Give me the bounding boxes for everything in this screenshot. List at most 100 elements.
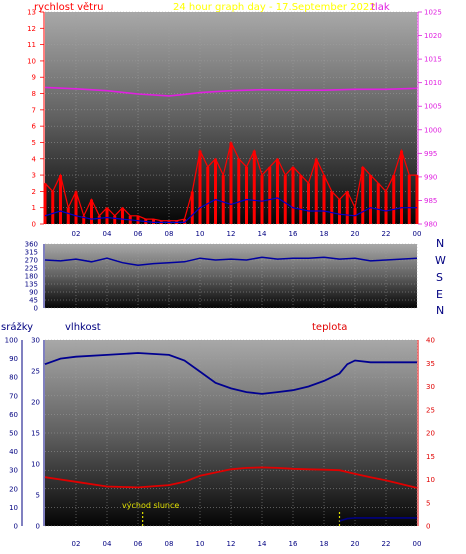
top-x-tick: 06 xyxy=(134,230,143,238)
pressure-axis-tick: 1015 xyxy=(424,56,442,64)
pressure-axis-tick: 1010 xyxy=(424,79,442,87)
pressure-axis-tick: 995 xyxy=(424,150,437,158)
direction-axis-tick: 135 xyxy=(25,281,38,289)
wind-axis-tick: 6 xyxy=(32,123,37,131)
temperature-series-line xyxy=(44,466,418,489)
direction-axis-tick: 90 xyxy=(29,289,38,297)
wind-axis-tick: 9 xyxy=(32,74,36,82)
pressure-axis-tick: 1025 xyxy=(424,9,442,17)
humidity-axis-tick: 20 xyxy=(9,485,18,493)
humidity-axis-tick: 10 xyxy=(9,504,18,512)
sunrise-label: východ slunce xyxy=(122,501,179,510)
rain-axis-tick: 30 xyxy=(31,337,40,345)
rain-label: srážky xyxy=(1,321,33,333)
wind-axis-tick: 8 xyxy=(32,90,36,98)
pressure-axis-tick: 1000 xyxy=(424,126,442,134)
pressure-axis-tick: 1020 xyxy=(424,32,442,40)
humidity-series-line xyxy=(44,352,417,395)
wind-axis-tick: 0 xyxy=(32,221,36,229)
bottom-x-tick: 20 xyxy=(351,540,360,548)
temperature-axis-tick: 0 xyxy=(426,523,430,531)
rain-series-line xyxy=(339,517,417,522)
wind-axis-tick: 11 xyxy=(27,41,36,49)
bottom-x-tick: 10 xyxy=(196,540,205,548)
wind-axis-tick: 5 xyxy=(32,139,36,147)
bottom-x-tick: 00 xyxy=(413,540,422,548)
wind-axis-tick: 2 xyxy=(32,188,36,196)
direction-series-line xyxy=(44,256,418,267)
wind-axis-tick: 7 xyxy=(32,106,36,114)
bottom-x-tick: 12 xyxy=(227,540,236,548)
rain-axis-tick: 0 xyxy=(36,523,40,531)
rain-axis-tick: 15 xyxy=(31,430,40,438)
wind-series-line xyxy=(44,140,417,222)
bottom-x-tick: 14 xyxy=(258,540,267,548)
bottom-x-tick: 04 xyxy=(103,540,112,548)
temperature-axis-tick: 30 xyxy=(426,383,435,391)
wind-axis-tick: 1 xyxy=(32,204,36,212)
compass-label-e: E xyxy=(436,288,443,301)
pressure-label: tlak xyxy=(371,2,390,13)
direction-axis-tick: 45 xyxy=(29,297,38,305)
pressure-series-line xyxy=(44,86,418,97)
direction-axis-tick: 225 xyxy=(25,265,38,273)
temperature-axis-tick: 10 xyxy=(426,476,435,484)
humidity-axis-tick: 60 xyxy=(9,411,18,419)
rain-axis-tick: 20 xyxy=(31,399,40,407)
humidity-axis-tick: 50 xyxy=(9,430,18,438)
temperature-axis-tick: 20 xyxy=(426,430,435,438)
direction-axis-tick: 270 xyxy=(25,257,38,265)
top-x-tick: 14 xyxy=(258,230,267,238)
humidity-axis-tick: 70 xyxy=(9,392,18,400)
wind-axis-tick: 10 xyxy=(27,57,36,65)
temperature-axis-tick: 35 xyxy=(426,360,435,368)
humidity-axis-tick: 0 xyxy=(14,523,18,531)
bottom-x-tick: 18 xyxy=(320,540,329,548)
rain-axis-tick: 25 xyxy=(31,368,40,376)
top-x-tick: 12 xyxy=(227,230,236,238)
bottom-x-tick: 16 xyxy=(289,540,298,548)
pressure-axis-tick: 990 xyxy=(424,173,437,181)
compass-label-n2: N xyxy=(436,304,444,317)
gust-series-line xyxy=(44,197,417,223)
direction-axis-tick: 180 xyxy=(25,273,38,281)
bottom-x-tick: 08 xyxy=(165,540,174,548)
wind-speed-label: rychlost větru xyxy=(34,1,104,13)
top-x-tick: 22 xyxy=(382,230,391,238)
temperature-axis-tick: 5 xyxy=(426,499,430,507)
humidity-axis-tick: 100 xyxy=(5,337,18,345)
compass-label-w: W xyxy=(435,254,446,267)
wind-axis-tick: 4 xyxy=(32,155,37,163)
top-x-tick: 08 xyxy=(165,230,174,238)
wind-axis-tick: 3 xyxy=(32,172,36,180)
humidity-axis-tick: 30 xyxy=(9,467,18,475)
rain-axis-tick: 5 xyxy=(36,492,40,500)
humidity-axis-tick: 90 xyxy=(9,355,18,363)
direction-axis-tick: 0 xyxy=(34,305,38,313)
wind-axis-tick: 13 xyxy=(27,9,36,17)
top-x-tick: 16 xyxy=(289,230,298,238)
top-x-tick: 04 xyxy=(103,230,112,238)
graph-title: 24 hour graph day - 17.September 2022 xyxy=(173,2,376,13)
direction-axis-tick: 360 xyxy=(25,241,38,249)
humidity-axis-tick: 80 xyxy=(9,374,18,382)
humidity-label: vlhkost xyxy=(65,322,101,333)
top-x-tick: 10 xyxy=(196,230,205,238)
compass-label-s: S xyxy=(436,271,443,284)
pressure-axis-tick: 1005 xyxy=(424,103,442,111)
rain-axis-tick: 10 xyxy=(31,461,40,469)
pressure-axis-tick: 985 xyxy=(424,197,437,205)
temperature-axis-tick: 15 xyxy=(426,453,435,461)
pressure-axis-tick: 980 xyxy=(424,221,437,229)
temperature-axis-tick: 40 xyxy=(426,337,435,345)
top-x-tick: 02 xyxy=(72,230,81,238)
bottom-x-tick: 06 xyxy=(134,540,143,548)
humidity-axis-tick: 40 xyxy=(9,448,18,456)
compass-label-n: N xyxy=(436,237,444,250)
top-x-tick: 20 xyxy=(351,230,360,238)
temperature-label: teplota xyxy=(312,322,347,333)
top-x-tick: 00 xyxy=(413,230,422,238)
bottom-x-tick: 02 xyxy=(72,540,81,548)
